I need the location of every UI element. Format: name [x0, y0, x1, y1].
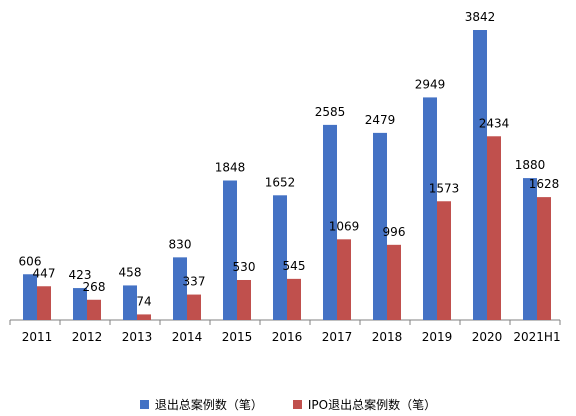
bar-exit-total-2012: [73, 288, 87, 320]
data-label-ipo-exit-2011: 447: [33, 266, 56, 280]
data-label-ipo-exit-2014: 337: [183, 275, 206, 289]
data-label-exit-total-2013: 458: [119, 265, 142, 279]
data-label-ipo-exit-2019: 1573: [429, 181, 460, 195]
bar-ipo-exit-2015: [237, 279, 251, 320]
x-tick-label-2014: 2014: [172, 330, 203, 344]
bar-ipo-exit-2019: [437, 201, 451, 320]
x-tick-label-2013: 2013: [122, 330, 153, 344]
bar-exit-total-2014: [173, 257, 187, 320]
x-tick-label-2018: 2018: [372, 330, 403, 344]
bar-ipo-exit-2014: [187, 294, 201, 320]
x-tick-label-2017: 2017: [322, 330, 353, 344]
bar-ipo-exit-2017: [337, 239, 351, 320]
bar-exit-total-2016: [273, 195, 287, 320]
data-label-exit-total-2021H1: 1880: [515, 158, 546, 172]
x-tick-label-2011: 2011: [22, 330, 53, 344]
x-tick-label-2016: 2016: [272, 330, 303, 344]
bar-exit-total-2018: [373, 132, 387, 320]
data-label-exit-total-2011: 606: [19, 254, 42, 268]
data-label-ipo-exit-2018: 996: [383, 225, 406, 239]
legend-swatch: [292, 399, 302, 409]
x-tick-label-2021H1: 2021H1: [513, 330, 560, 344]
data-label-ipo-exit-2020: 2434: [479, 116, 510, 130]
data-label-exit-total-2018: 2479: [365, 113, 396, 127]
data-label-exit-total-2014: 830: [169, 237, 192, 251]
bar-exit-total-2017: [323, 124, 337, 320]
bar-ipo-exit-2016: [287, 278, 301, 320]
legend-label: IPO退出总案例数（笔）: [307, 397, 437, 412]
bar-exit-total-2011: [23, 274, 37, 320]
data-label-exit-total-2015: 1848: [215, 161, 246, 175]
bar-exit-total-2015: [223, 180, 237, 320]
legend-swatch: [139, 399, 149, 409]
bar-ipo-exit-2011: [37, 286, 51, 320]
data-label-ipo-exit-2015: 530: [233, 260, 256, 274]
legend-item-ipo-exit: IPO退出总案例数（笔）: [292, 396, 437, 413]
x-tick-label-2019: 2019: [422, 330, 453, 344]
data-label-exit-total-2017: 2585: [315, 105, 346, 119]
bar-ipo-exit-2021H1: [537, 197, 551, 320]
data-label-ipo-exit-2012: 268: [83, 280, 106, 294]
bar-exit-total-2013: [123, 285, 137, 320]
x-tick-label-2020: 2020: [472, 330, 503, 344]
data-label-ipo-exit-2021H1: 1628: [529, 177, 560, 191]
legend-label: 退出总案例数（笔）: [154, 397, 263, 412]
data-label-ipo-exit-2013: 74: [136, 294, 151, 308]
bar-exit-total-2021H1: [523, 178, 537, 320]
x-tick-label-2015: 2015: [222, 330, 253, 344]
bar-ipo-exit-2018: [387, 244, 401, 320]
data-label-ipo-exit-2017: 1069: [329, 219, 360, 233]
data-label-exit-total-2020: 3842: [465, 10, 496, 24]
data-label-ipo-exit-2016: 545: [283, 259, 306, 273]
data-label-exit-total-2019: 2949: [415, 77, 446, 91]
legend-item-exit-total: 退出总案例数（笔）: [139, 396, 263, 413]
bar-ipo-exit-2012: [87, 299, 101, 320]
bar-ipo-exit-2013: [137, 314, 151, 320]
bar-ipo-exit-2020: [487, 136, 501, 320]
bar-exit-total-2020: [473, 30, 487, 320]
x-tick-label-2012: 2012: [72, 330, 103, 344]
legend: 退出总案例数（笔） IPO退出总案例数（笔）: [0, 394, 576, 414]
data-label-exit-total-2012: 423: [69, 268, 92, 282]
data-label-exit-total-2016: 1652: [265, 175, 296, 189]
bar-exit-total-2019: [423, 97, 437, 320]
